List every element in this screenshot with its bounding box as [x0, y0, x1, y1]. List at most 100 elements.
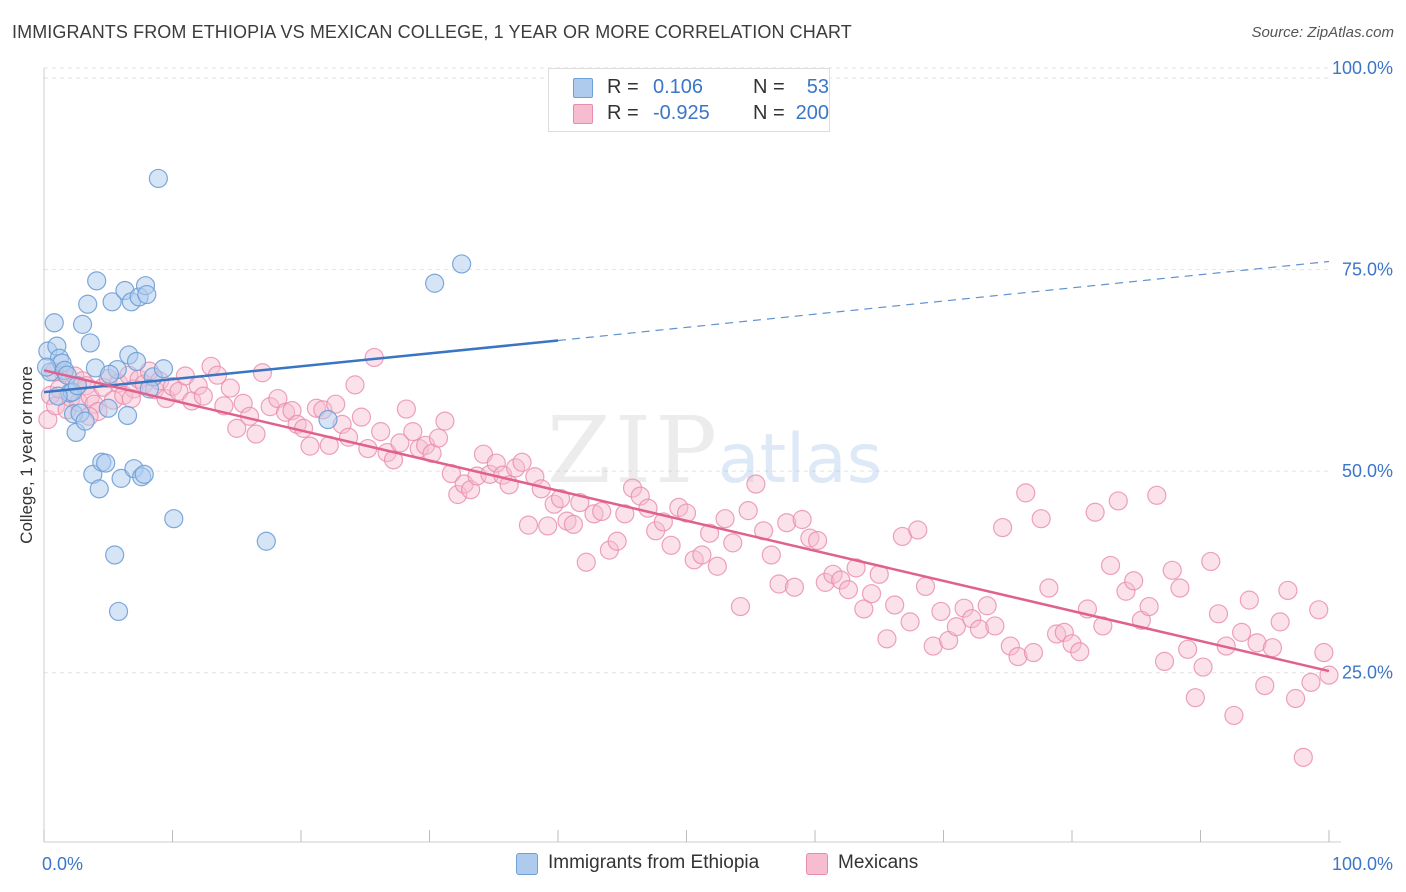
legend-n-label: N =: [753, 76, 785, 98]
mexicans-point: [676, 503, 697, 523]
mexicans-point: [538, 516, 558, 536]
mexicans-point: [1031, 509, 1051, 529]
mexicans-point: [1270, 612, 1290, 632]
legend-n-value: 200: [795, 102, 829, 124]
mexicans-point: [1314, 642, 1334, 663]
mexicans-point: [838, 580, 859, 600]
ethiopia-point: [137, 284, 157, 305]
mexicans-point: [630, 486, 650, 506]
mexicans-point: [1008, 646, 1028, 667]
mexicans-point: [738, 501, 758, 521]
mexicans-point: [1116, 581, 1136, 601]
mexicans-point: [1247, 633, 1267, 653]
y-tick-label: 75.0%: [1342, 260, 1393, 280]
mexicans-point: [428, 428, 449, 448]
mexicans-point: [815, 572, 835, 592]
legend-r-label: R =: [607, 102, 639, 124]
axes: [43, 68, 1341, 843]
ethiopia-point: [318, 409, 338, 430]
mexicans-point: [622, 478, 643, 498]
mexicans-point: [1285, 688, 1306, 709]
ethiopia-point: [87, 271, 107, 291]
mexicans-trend-line: [43, 369, 1330, 673]
mexicans-point: [900, 612, 920, 632]
mexicans-point: [1023, 642, 1044, 663]
mexicans-point: [592, 501, 612, 522]
mexicans-point: [1070, 642, 1090, 662]
ethiopia-point: [148, 168, 168, 189]
mexicans-point: [962, 609, 982, 629]
mexicans-point: [390, 433, 410, 453]
mexicans-point: [792, 509, 812, 530]
mexicans-point: [326, 394, 346, 414]
ethiopia-point: [78, 294, 98, 314]
mexicans-point: [777, 513, 797, 533]
mexicans-point: [931, 601, 951, 622]
legend-swatch-mexicans: [573, 104, 593, 124]
mexicans-point: [1208, 604, 1229, 624]
mexicans-point: [448, 484, 468, 505]
ethiopia-point: [80, 333, 100, 353]
mexicans-point: [861, 584, 882, 604]
ethiopia-point: [108, 601, 129, 622]
mexicans-point: [1016, 483, 1036, 503]
mexicans-point: [800, 528, 820, 548]
ethiopia-trend-extension: [557, 260, 1330, 342]
mexicans-point: [1154, 651, 1175, 672]
mexicans-point: [769, 574, 789, 594]
legend-r-value: 0.106: [653, 76, 704, 98]
mexicans-point: [1124, 571, 1144, 591]
mexicans-point: [1054, 622, 1074, 642]
ethiopia-point: [105, 545, 125, 565]
mexicans-point: [985, 616, 1005, 636]
legend-n-label: N =: [753, 102, 785, 124]
mexicans-point: [993, 517, 1013, 538]
trend-lines: [43, 260, 1330, 673]
mexicans-point: [761, 545, 781, 565]
mexicans-point: [885, 595, 905, 615]
x-tick-label: 0.0%: [42, 854, 83, 874]
mexicans-point: [576, 552, 596, 572]
ethiopia-point: [102, 292, 122, 312]
ethiopia-point: [425, 273, 445, 293]
ethiopia-point: [117, 405, 138, 426]
legend-label-mexicans: Mexicans: [838, 852, 919, 873]
mexicans-point: [661, 535, 681, 555]
mexicans-point: [1255, 675, 1275, 696]
mexicans-point: [1147, 485, 1167, 505]
mexicans-point: [1262, 638, 1283, 658]
mexicans-point: [512, 452, 532, 472]
mexicans-point: [877, 629, 897, 649]
mexicans-point: [969, 619, 990, 639]
mexicans-point: [1108, 491, 1128, 511]
mexicans-point: [692, 545, 712, 565]
mexicans-point: [784, 577, 805, 597]
mexicans-point: [977, 596, 997, 616]
ethiopia-point: [96, 453, 116, 473]
mexicans-point: [908, 520, 928, 540]
y-axis-label: College, 1 year or more: [17, 366, 36, 544]
legend-r-value: -0.925: [653, 102, 710, 124]
mexicans-point: [246, 424, 266, 444]
legend-swatch-mexicans: [806, 853, 828, 875]
legend-label-ethiopia: Immigrants from Ethiopia: [548, 852, 760, 873]
mexicans-point: [954, 598, 974, 618]
ethiopia-point: [452, 254, 472, 274]
ethiopia-point: [256, 531, 276, 551]
mexicans-point: [746, 474, 766, 494]
mexicans-point: [723, 533, 743, 553]
y-tick-label: 100.0%: [1332, 58, 1393, 78]
mexicans-point: [1193, 657, 1213, 677]
ethiopia-point: [99, 364, 120, 384]
mexicans-point: [550, 488, 571, 509]
chart-title: IMMIGRANTS FROM ETHIOPIA VS MEXICAN COLL…: [12, 22, 852, 42]
y-tick-label: 50.0%: [1342, 461, 1393, 481]
mexicans-point: [1085, 502, 1105, 522]
mexicans-point: [1039, 578, 1059, 598]
mexicans-point: [915, 576, 936, 597]
mexicans-point: [396, 399, 416, 419]
mexicans-point: [1201, 551, 1221, 572]
watermark-atlas: atlas: [718, 420, 882, 499]
mexicans-point: [1301, 672, 1321, 692]
mexicans-point: [1278, 580, 1298, 601]
